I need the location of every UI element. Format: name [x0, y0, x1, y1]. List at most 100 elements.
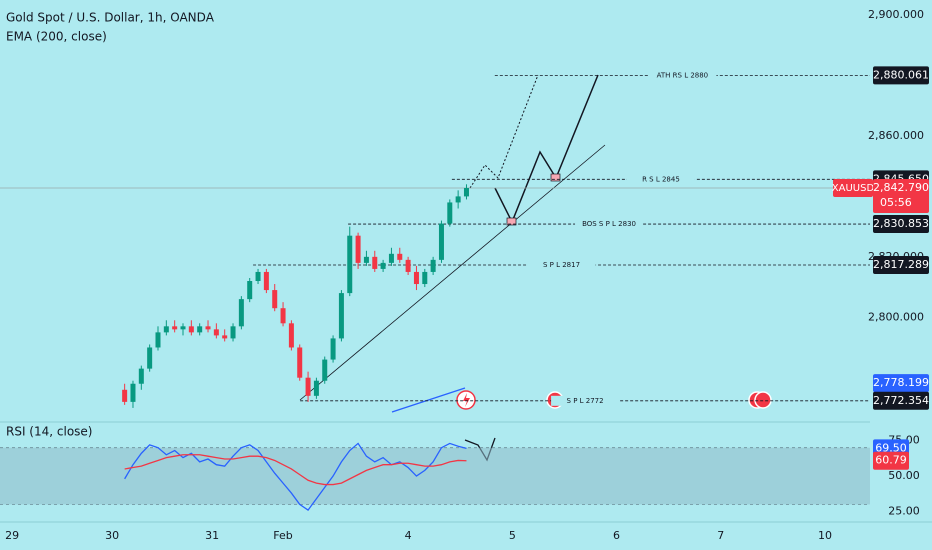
candle-body [463, 187, 469, 197]
candle-body [372, 256, 378, 269]
candle-body [247, 281, 253, 300]
candle-body [363, 256, 369, 263]
y-tick-label: 2,800.000 [868, 310, 924, 323]
candle-body [280, 308, 286, 324]
candle-body [255, 271, 261, 282]
candle-body [163, 326, 169, 333]
candle-body [155, 332, 161, 348]
price-label-box [873, 391, 929, 410]
candle-body [172, 326, 178, 330]
candle-body [397, 253, 403, 260]
level-label-bg [648, 70, 717, 81]
x-tick-label: 4 [405, 529, 412, 542]
candle-body [447, 202, 453, 224]
price-label-box [873, 374, 929, 393]
flag-icon[interactable] [754, 391, 772, 409]
price-label: 2,772.354 [873, 394, 929, 407]
candle-body [263, 271, 269, 291]
level-label: ATH RS L 2880 [657, 71, 708, 79]
candle-body [230, 326, 236, 339]
rsi-title: RSI (14, close) [6, 425, 92, 439]
x-tick-label: 6 [613, 529, 620, 542]
indicator-label: EMA (200, close) [6, 30, 107, 44]
chart-title: Gold Spot / U.S. Dollar, 1h, OANDA [6, 11, 215, 25]
x-tick-label: 5 [509, 529, 516, 542]
price-label: 2,830.853 [873, 217, 929, 230]
x-tick-label: 31 [205, 529, 219, 542]
x-tick-label: 7 [717, 529, 724, 542]
level-label: S P L 2772 [567, 397, 604, 405]
y-tick-label: 2,900.000 [868, 8, 924, 21]
candle-body [297, 347, 303, 378]
level-label: R S L 2845 [642, 175, 680, 183]
level-label-bg [575, 219, 644, 230]
rsi-value-label: 60.79 [875, 454, 907, 467]
rsi-line [124, 442, 467, 511]
rsi-value-box [873, 451, 909, 470]
candle-body [272, 290, 278, 309]
candle-body [188, 326, 194, 333]
candle-body [122, 389, 128, 402]
level-label: S P L 2817 [543, 261, 580, 269]
candle-body [213, 329, 219, 336]
candle-body [455, 196, 461, 203]
candle-body [313, 380, 319, 396]
last-price-box [873, 178, 929, 213]
candle-body [430, 259, 436, 272]
candle-body [288, 323, 294, 348]
ema-segment [391, 387, 466, 413]
level-label-bg [551, 395, 620, 406]
rsi-line [124, 454, 467, 486]
price-label: 2,880.061 [873, 68, 929, 81]
candle-body [355, 235, 361, 263]
price-label-box [873, 256, 929, 275]
x-tick-label: 30 [105, 529, 119, 542]
price-label-box [873, 66, 929, 85]
candle-body [238, 299, 244, 327]
y-tick-label: 25.00 [888, 504, 920, 517]
candle-body [305, 377, 311, 396]
lightning [463, 393, 470, 407]
y-tick-label: 50.00 [888, 469, 920, 482]
marker [506, 217, 517, 226]
candle-body [422, 271, 428, 285]
candle-body [438, 223, 444, 260]
candle-body [147, 347, 153, 369]
countdown: 05:56 [880, 196, 912, 209]
projection-path [494, 74, 599, 224]
symbol-box [833, 178, 873, 197]
candle-body [130, 383, 136, 402]
candle-body [388, 253, 394, 263]
price-label: 2,817.289 [873, 258, 929, 271]
plot: 2,800.0002,820.0002,860.0002,900.0002930… [0, 8, 929, 542]
candle-body [180, 326, 186, 330]
x-tick-label: 29 [5, 529, 19, 542]
candle-body [347, 235, 353, 294]
y-tick-label: 2,860.000 [868, 129, 924, 142]
price-label: 2,778.199 [873, 376, 929, 389]
price-label-box [873, 215, 929, 234]
rsi-value-label: 69.50 [875, 441, 907, 454]
candle-body [197, 326, 203, 333]
candle-body [138, 368, 144, 384]
level-label-bg [527, 260, 596, 271]
level-label-bg [626, 174, 695, 185]
last-price-label: 2,842.790 [873, 181, 929, 194]
level-label: BOS S P L 2830 [582, 220, 636, 228]
candle-body [322, 359, 328, 381]
marker [550, 173, 561, 182]
x-tick-label: Feb [273, 529, 292, 542]
candle-body [330, 338, 336, 360]
projection-dotted [469, 74, 539, 189]
candle-body [205, 326, 211, 330]
x-tick-label: 10 [818, 529, 832, 542]
symbol-label: XAUUSD [832, 183, 875, 194]
candle-body [338, 293, 344, 339]
candle-body [413, 271, 419, 285]
candle-body [222, 335, 228, 339]
trend-line [299, 144, 606, 401]
candle-body [405, 259, 411, 272]
candle-body [380, 262, 386, 269]
rsi-band [0, 447, 870, 505]
